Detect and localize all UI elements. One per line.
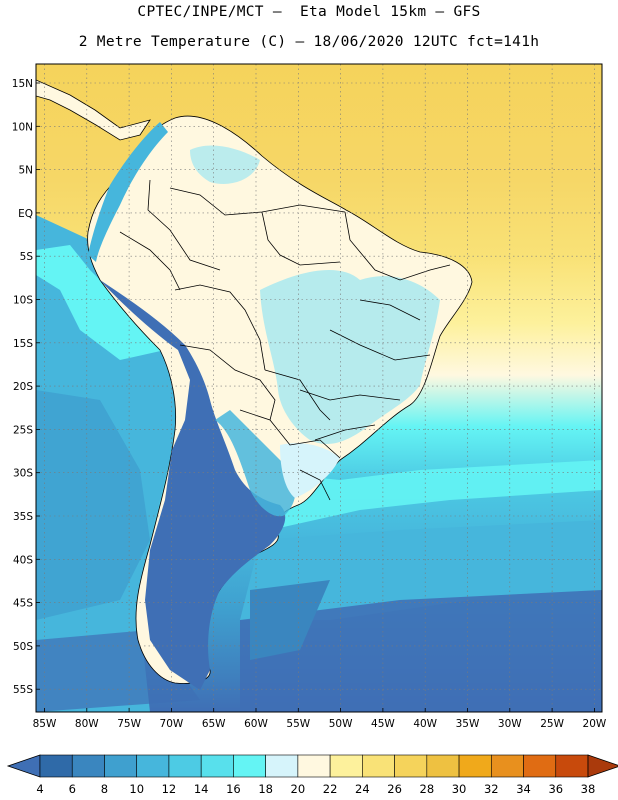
southern-brazil-mild-area (280, 443, 340, 498)
lon-label: 50W (329, 718, 353, 730)
colorbar-segment (394, 754, 428, 778)
lon-label: 65W (202, 718, 226, 730)
lon-label: 60W (244, 718, 268, 730)
lat-label: 5S (20, 251, 34, 263)
lon-label: 75W (117, 718, 141, 730)
colorbar-segment (329, 754, 363, 778)
colorbar-tick-label: 28 (420, 782, 435, 796)
lon-label: 85W (33, 718, 57, 730)
colorbar-tick-label: 36 (548, 782, 563, 796)
lat-label: 5N (18, 165, 33, 177)
lat-label: 40S (13, 554, 33, 566)
map-title-line2: 2 Metre Temperature (C) – 18/06/2020 12U… (78, 34, 540, 50)
colorbar-segment (490, 754, 524, 778)
lon-label: 40W (413, 718, 437, 730)
lat-label: 10N (12, 121, 33, 133)
lat-label: 50S (13, 641, 33, 653)
colorbar-tick-label: 22 (323, 782, 338, 796)
colorbar-segment (233, 754, 266, 778)
colorbar-tick-label: 14 (194, 782, 209, 796)
colorbar-tick-label: 18 (258, 782, 273, 796)
longitude-labels: 85W 80W 75W 70W 65W 60W 55W 50W 45W 40W 35W 30W 25W 2… (33, 708, 607, 730)
colorbar-tick-label: 10 (129, 782, 144, 796)
pacific-cyan-band (36, 245, 165, 360)
colorbar-tick-label: 32 (484, 782, 499, 796)
colorbar-tick-label: 16 (226, 782, 241, 796)
lat-label: 25S (13, 424, 33, 436)
pacific-mid-band (36, 390, 150, 620)
colorbar-segment (297, 754, 331, 778)
guiana-cool-area (190, 145, 260, 184)
lon-label: 30W (498, 718, 522, 730)
lat-label: 35S (13, 511, 33, 523)
south-atlantic-cold (240, 590, 602, 712)
atlantic-cyan-band (240, 460, 602, 530)
lat-label: 45S (13, 598, 33, 610)
patagonian-shelf (250, 580, 330, 660)
colorbar-segment (523, 754, 557, 778)
colorbar-segment (426, 754, 460, 778)
central-america-landmass (36, 79, 151, 141)
lon-label: 70W (160, 718, 184, 730)
country-borders (119, 179, 451, 501)
colorbar-tick-label: 26 (387, 782, 402, 796)
colorbar-tick-label: 12 (162, 782, 177, 796)
colorbar-segment (362, 754, 395, 778)
colorbar-tick-label: 4 (36, 782, 43, 796)
lon-label: 80W (75, 718, 99, 730)
lon-label: 55W (286, 718, 310, 730)
colorbar-tick-label: 30 (452, 782, 467, 796)
colorbar-low-arrow (6, 754, 41, 778)
colorbar-segment (200, 754, 234, 778)
colorbar-tick-label: 38 (581, 782, 596, 796)
colorbar-segment (39, 754, 73, 778)
colorbar-segment (168, 754, 202, 778)
northern-andes-cold-strip (88, 122, 168, 262)
lat-label: 20S (13, 381, 33, 393)
map-frame (35, 63, 603, 713)
colorbar-tick-label: 8 (101, 782, 108, 796)
map-area (36, 64, 602, 712)
lat-label: EQ (18, 208, 33, 220)
lat-label: 15S (13, 338, 33, 350)
lon-label: 25W (540, 718, 564, 730)
colorbar-high-arrow (587, 754, 618, 778)
southern-cone-cold-region (100, 280, 286, 690)
lon-label: 35W (456, 718, 480, 730)
colorbar-segment (555, 754, 589, 778)
colorbar-segment (104, 754, 138, 778)
colorbar: 4 6 8 10 12 14 16 18 20 22 24 26 28 30 32 34 36 38 (6, 754, 618, 796)
latitude-labels: 15N 10N 5N EQ 5S 10S 15S 20S 25S 30S 35S 40S 45S 50S 5… (12, 78, 40, 696)
lat-label: 15N (12, 78, 33, 90)
lat-label: 30S (13, 468, 33, 480)
map-title-line1: CPTEC/INPE/MCT – Eta Model 15km – GFS (137, 4, 481, 20)
colorbar-tick-label: 34 (516, 782, 531, 796)
lon-label: 45W (371, 718, 395, 730)
lon-label: 20W (583, 718, 607, 730)
brazil-highlands-cool-area (260, 269, 440, 445)
lat-label: 10S (13, 295, 33, 307)
colorbar-segment (458, 754, 492, 778)
colorbar-tick-label: 20 (291, 782, 306, 796)
pampas-cool-area (215, 410, 296, 517)
colorbar-segment (265, 754, 299, 778)
colorbar-tick-label: 6 (69, 782, 76, 796)
lat-label: 55S (13, 684, 33, 696)
colorbar-segment (71, 754, 105, 778)
colorbar-tick-label: 24 (355, 782, 370, 796)
graticule (36, 64, 602, 712)
colorbar-segment (136, 754, 170, 778)
